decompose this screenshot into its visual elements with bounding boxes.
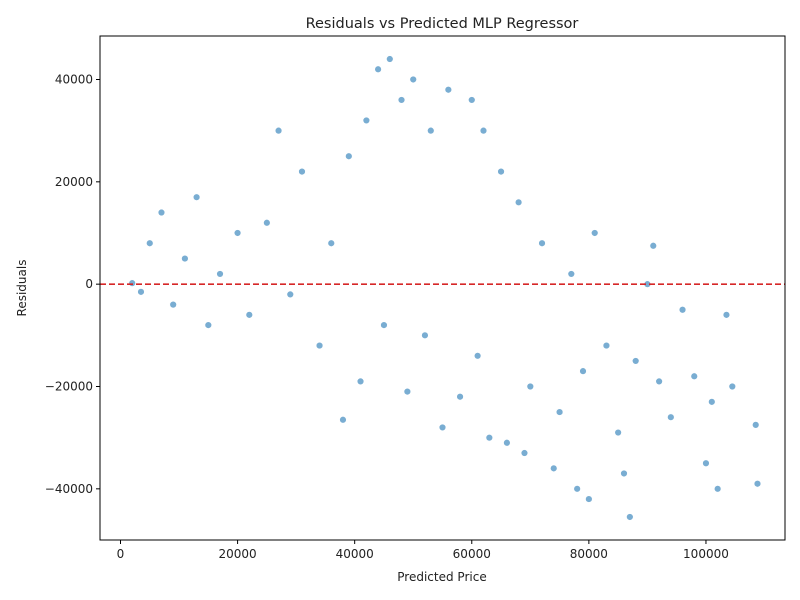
data-point — [752, 421, 760, 429]
data-point — [473, 352, 482, 360]
x-tick-label: 40000 — [336, 547, 374, 561]
x-axis-ticks: 0 20000 40000 60000 80000 100000 — [117, 540, 729, 561]
plot-frame — [99, 35, 786, 541]
data-point — [315, 341, 324, 350]
data-point — [626, 513, 634, 521]
y-tick-label: −20000 — [45, 379, 93, 393]
data-point — [263, 219, 271, 227]
data-point — [181, 254, 189, 263]
data-point — [409, 75, 417, 84]
data-point — [403, 387, 412, 396]
data-point — [286, 290, 294, 299]
data-point — [245, 311, 253, 319]
x-tick-label: 80000 — [570, 547, 608, 561]
data-point — [555, 408, 564, 416]
y-tick-label: −40000 — [45, 482, 93, 496]
data-point — [520, 449, 529, 457]
x-tick-label: 60000 — [453, 547, 491, 561]
data-point — [579, 367, 587, 375]
data-point — [602, 341, 611, 350]
data-point — [192, 193, 201, 201]
data-point — [479, 126, 488, 135]
data-point — [345, 152, 353, 160]
data-point — [386, 55, 394, 63]
data-point — [614, 428, 622, 437]
plot-area — [99, 35, 786, 541]
data-point — [274, 126, 283, 135]
data-point — [585, 495, 593, 503]
chart-title: Residuals vs Predicted MLP Regressor — [306, 16, 579, 32]
data-point — [526, 382, 535, 391]
data-point — [713, 485, 722, 493]
points-layer — [128, 55, 762, 521]
data-point — [362, 116, 371, 125]
data-point — [678, 306, 687, 314]
data-point — [339, 416, 347, 424]
data-point — [427, 126, 435, 135]
data-point — [655, 377, 663, 386]
plot-background — [100, 36, 785, 540]
data-point — [356, 377, 365, 386]
data-point — [444, 86, 453, 94]
data-point — [233, 229, 242, 237]
y-tick-label: 20000 — [55, 175, 93, 189]
data-point — [708, 398, 716, 406]
data-point — [485, 433, 494, 442]
data-point — [468, 96, 476, 104]
x-tick-label: 100000 — [683, 547, 729, 561]
data-point — [204, 321, 213, 329]
data-point — [550, 464, 558, 473]
data-point — [573, 485, 581, 493]
y-axis-ticks: −40000 −20000 0 20000 40000 — [45, 72, 100, 496]
y-axis-title: Residuals — [15, 260, 29, 317]
data-point — [146, 239, 154, 247]
data-point — [632, 357, 640, 365]
x-axis-title: Predicted Price — [397, 570, 486, 584]
data-point — [421, 331, 429, 340]
data-point — [722, 311, 731, 319]
data-point — [456, 393, 464, 401]
x-tick-label: 0 — [117, 547, 125, 561]
x-tick-label: 20000 — [218, 547, 256, 561]
data-point — [667, 413, 675, 421]
data-point — [538, 239, 546, 247]
data-point — [298, 167, 306, 176]
data-point — [591, 229, 599, 237]
data-point — [169, 300, 177, 309]
data-point — [157, 208, 166, 217]
data-point — [438, 423, 447, 432]
data-point — [503, 439, 511, 447]
data-point — [397, 96, 406, 104]
data-point — [128, 279, 136, 287]
data-point — [216, 270, 224, 278]
data-point — [514, 198, 523, 206]
data-point — [497, 167, 505, 176]
data-point — [649, 242, 657, 250]
data-point — [702, 459, 710, 467]
y-tick-label: 0 — [85, 277, 93, 291]
data-point — [327, 239, 335, 247]
data-point — [620, 469, 628, 478]
data-point — [380, 321, 388, 329]
data-point — [567, 270, 576, 278]
data-point — [753, 480, 762, 488]
data-point — [690, 372, 698, 380]
y-tick-label: 40000 — [55, 72, 93, 86]
data-point — [728, 382, 737, 391]
data-point — [374, 65, 382, 73]
data-point — [137, 288, 145, 296]
